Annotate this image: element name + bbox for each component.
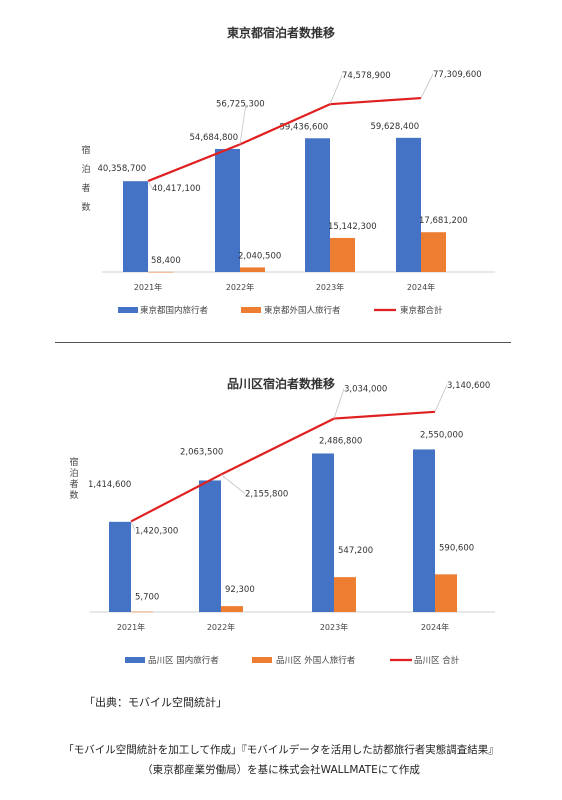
data-label-domestic: 40,358,700 (98, 164, 147, 174)
y-axis-label-char: 数 (81, 201, 90, 213)
bar-domestic (396, 137, 421, 272)
data-label-domestic: 2,550,000 (420, 430, 463, 440)
data-label-domestic: 2,063,500 (180, 447, 223, 457)
total-line (147, 96, 422, 183)
bar-domestic (413, 449, 435, 612)
bar-domestic (123, 181, 148, 272)
credit-note-line2: （東京都産業労働局）を基に株式会社WALLMATEにて作成 (142, 764, 420, 776)
y-axis-label-char: 者 (81, 183, 90, 194)
legend-label: 品川区 合計 (414, 655, 460, 666)
data-label-total: 74,578,900 (342, 71, 391, 81)
data-label-foreign: 547,200 (338, 546, 373, 556)
legend-marker-domestic (118, 307, 138, 313)
total-label-leader (239, 103, 247, 145)
data-label-total: 2,155,800 (245, 490, 288, 500)
chart-divider (55, 342, 511, 343)
data-label-foreign: 5,700 (135, 593, 159, 603)
total-label-leader (220, 474, 246, 494)
legend-marker-domestic (125, 657, 145, 663)
bar-foreign (240, 267, 265, 272)
x-tick-label: 2023年 (320, 622, 348, 632)
data-label-total: 77,309,600 (433, 70, 482, 80)
y-axis-label-char: 泊 (81, 164, 90, 175)
total-label-leader (130, 521, 136, 531)
total-line (130, 410, 436, 523)
data-label-domestic: 59,436,600 (280, 122, 329, 132)
bar-domestic (215, 148, 240, 272)
legend-label: 東京都外国人旅行者 (264, 305, 341, 316)
total-label-leader (434, 384, 448, 412)
total-label-leader (333, 388, 345, 419)
y-axis-label-char: 数 (69, 489, 78, 501)
data-label-foreign: 15,142,300 (328, 222, 377, 232)
data-label-total: 56,725,300 (216, 99, 265, 109)
bar-domestic (305, 138, 330, 272)
bar-foreign (435, 574, 457, 612)
total-label-leader (420, 73, 434, 99)
total-label-leader (147, 180, 153, 189)
total-label-leader (329, 75, 343, 105)
x-tick-label: 2024年 (407, 282, 435, 292)
bar-foreign (330, 237, 355, 272)
legend-label: 東京都国内旅行者 (140, 305, 209, 316)
bar-foreign (334, 577, 356, 612)
data-label-total: 1,420,300 (135, 526, 178, 536)
data-label-domestic: 59,628,400 (371, 122, 420, 132)
y-axis-label-char: 泊 (69, 468, 78, 479)
data-label-foreign: 2,040,500 (238, 251, 281, 261)
x-tick-label: 2022年 (226, 282, 254, 292)
data-label-foreign: 92,300 (225, 585, 255, 595)
data-label-foreign: 17,681,200 (419, 216, 468, 226)
data-label-total: 3,140,600 (447, 381, 490, 391)
data-label-domestic: 1,414,600 (88, 480, 131, 490)
data-label-domestic: 54,684,800 (190, 133, 239, 143)
x-tick-label: 2021年 (117, 622, 145, 632)
source-citation: 「出典：モバイル空間統計」 (84, 696, 227, 709)
bar-domestic (109, 521, 131, 612)
data-label-foreign: 590,600 (439, 543, 474, 553)
chart-title: 品川区宿泊者数推移 (227, 376, 335, 391)
legend-label: 品川区 国内旅行者 (148, 655, 219, 666)
bar-domestic (312, 453, 334, 612)
data-label-domestic: 2,486,800 (319, 436, 362, 446)
x-tick-label: 2024年 (421, 622, 449, 632)
chart-title: 東京都宿泊者数推移 (227, 25, 335, 40)
legend-marker-foreign (241, 307, 261, 313)
y-axis-label-char: 者 (69, 479, 78, 490)
data-label-total: 40,417,100 (152, 184, 201, 194)
bar-foreign (148, 271, 173, 273)
x-tick-label: 2021年 (134, 282, 162, 292)
bar-foreign (131, 611, 153, 613)
credit-note-line1: 「モバイル空間統計を加工して作成」『モバイルデータを活用した訪都旅行者実態調査結… (63, 744, 499, 756)
y-axis-label-char: 宿 (81, 144, 90, 156)
y-axis-label-char: 宿 (69, 456, 78, 468)
bar-domestic (199, 480, 221, 612)
x-tick-label: 2023年 (316, 282, 344, 292)
legend-label: 品川区 外国人旅行者 (276, 655, 356, 666)
data-label-foreign: 58,400 (151, 256, 181, 266)
bar-foreign (221, 606, 243, 612)
data-label-total: 3,034,000 (344, 385, 387, 395)
bar-foreign (421, 232, 446, 272)
legend-marker-foreign (252, 657, 272, 663)
x-tick-label: 2022年 (207, 622, 235, 632)
legend-label: 東京都合計 (400, 305, 443, 316)
